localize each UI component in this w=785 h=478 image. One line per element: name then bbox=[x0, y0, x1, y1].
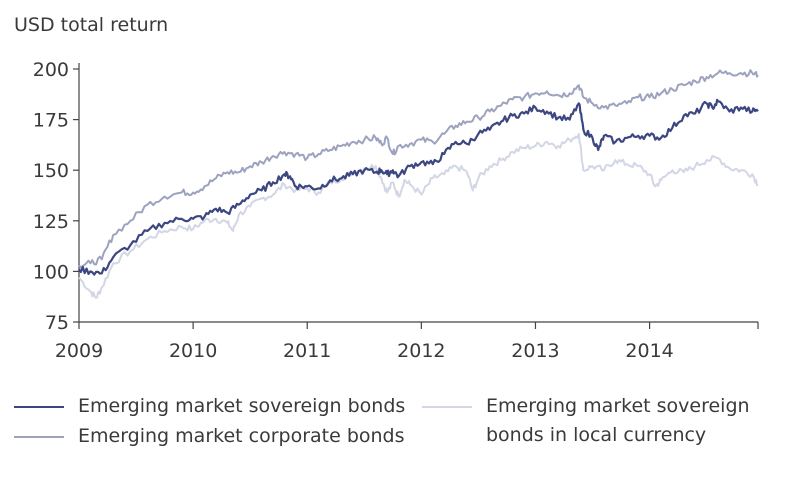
legend-label-local-currency-line2: bonds in local currency bbox=[486, 424, 707, 446]
legend-swatch-sovereign bbox=[14, 406, 64, 408]
legend-label-sovereign: Emerging market sovereign bonds bbox=[78, 395, 406, 417]
legend-label-corporate: Emerging market corporate bonds bbox=[78, 425, 405, 447]
y-tick-label: 75 bbox=[45, 312, 69, 334]
x-tick-label: 2011 bbox=[283, 340, 331, 362]
legend-swatch-local-currency bbox=[422, 406, 472, 408]
x-tick-labels: 2009 2010 2011 2012 2013 2014 bbox=[55, 340, 674, 362]
series-line-local-currency bbox=[78, 132, 759, 299]
legend-label-local-currency-line1: Emerging market sovereign bbox=[486, 395, 750, 417]
axes bbox=[73, 63, 759, 329]
y-tick-label: 200 bbox=[33, 59, 69, 81]
series-line-corporate bbox=[78, 69, 759, 269]
y-tick-labels: 75 100 125 150 175 200 bbox=[33, 59, 69, 334]
x-tick-label: 2014 bbox=[625, 340, 673, 362]
series-lines bbox=[78, 69, 759, 299]
series-line-sovereign bbox=[78, 98, 759, 276]
x-tick-label: 2013 bbox=[511, 340, 559, 362]
x-tick-label: 2012 bbox=[397, 340, 445, 362]
y-axis-label: USD total return bbox=[14, 14, 168, 36]
y-tick-label: 125 bbox=[33, 211, 69, 233]
y-tick-label: 100 bbox=[33, 261, 69, 283]
legend-swatch-corporate bbox=[14, 436, 64, 438]
x-tick-label: 2010 bbox=[169, 340, 217, 362]
x-tick-label: 2009 bbox=[55, 340, 103, 362]
y-tick-label: 150 bbox=[33, 160, 69, 182]
y-tick-label: 175 bbox=[33, 110, 69, 132]
